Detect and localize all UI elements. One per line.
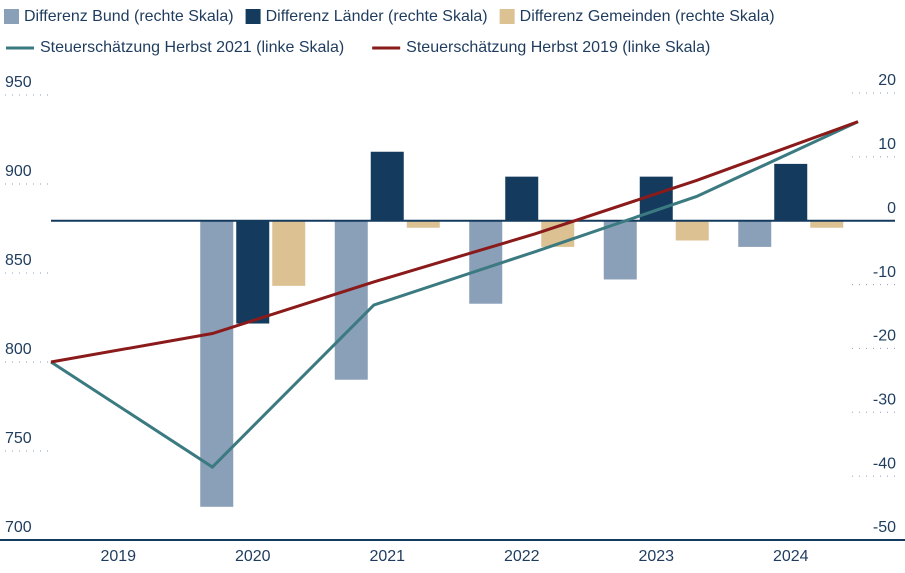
bar: [469, 220, 503, 304]
x-tick-label: 2021: [369, 548, 405, 565]
legend-label: Differenz Bund (rechte Skala): [24, 8, 234, 25]
bar: [774, 163, 808, 221]
y2-tick-label: -30: [873, 392, 896, 409]
bar: [505, 176, 539, 221]
x-tick-label: 2024: [773, 548, 809, 565]
y2-tick-label: 10: [878, 136, 896, 153]
bar: [236, 220, 270, 324]
legend-swatch: [4, 9, 19, 24]
line: [50, 120, 859, 364]
bar: [738, 220, 772, 247]
y2-tick-label: -40: [873, 455, 896, 472]
y-tick-label: 850: [5, 252, 32, 269]
y-tick-label: 750: [5, 430, 32, 447]
bar: [200, 220, 234, 507]
bar: [334, 220, 368, 380]
x-tick-label: 2020: [235, 548, 271, 565]
x-tick-label: 2023: [638, 548, 674, 565]
y-tick-label: 900: [5, 163, 32, 180]
y2-tick-label: 0: [887, 200, 896, 217]
y-tick-label: 950: [5, 74, 32, 91]
bar: [810, 220, 844, 228]
legend-swatch: [245, 9, 261, 24]
x-tick-label: 2019: [100, 548, 136, 565]
x-tick-label: 2022: [504, 548, 540, 565]
legend-label: Steuerschätzung Herbst 2019 (linke Skala…: [406, 39, 710, 56]
bar: [370, 151, 404, 221]
bar: [603, 220, 637, 280]
y-tick-label: 800: [5, 341, 32, 358]
y2-tick-label: -10: [873, 264, 896, 281]
y-tick-label: 700: [5, 519, 32, 536]
bar: [406, 220, 440, 228]
y2-tick-label: -20: [873, 328, 896, 345]
y2-tick-label: 20: [878, 72, 896, 89]
bar: [675, 220, 709, 241]
bar: [272, 220, 306, 286]
legend-label: Steuerschätzung Herbst 2021 (linke Skala…: [40, 39, 344, 56]
legend-swatch: [499, 9, 515, 24]
line: [50, 120, 859, 469]
legend-label: Differenz Länder (rechte Skala): [266, 8, 488, 25]
legend-label: Differenz Gemeinden (rechte Skala): [520, 8, 775, 25]
y2-tick-label: -50: [873, 519, 896, 536]
